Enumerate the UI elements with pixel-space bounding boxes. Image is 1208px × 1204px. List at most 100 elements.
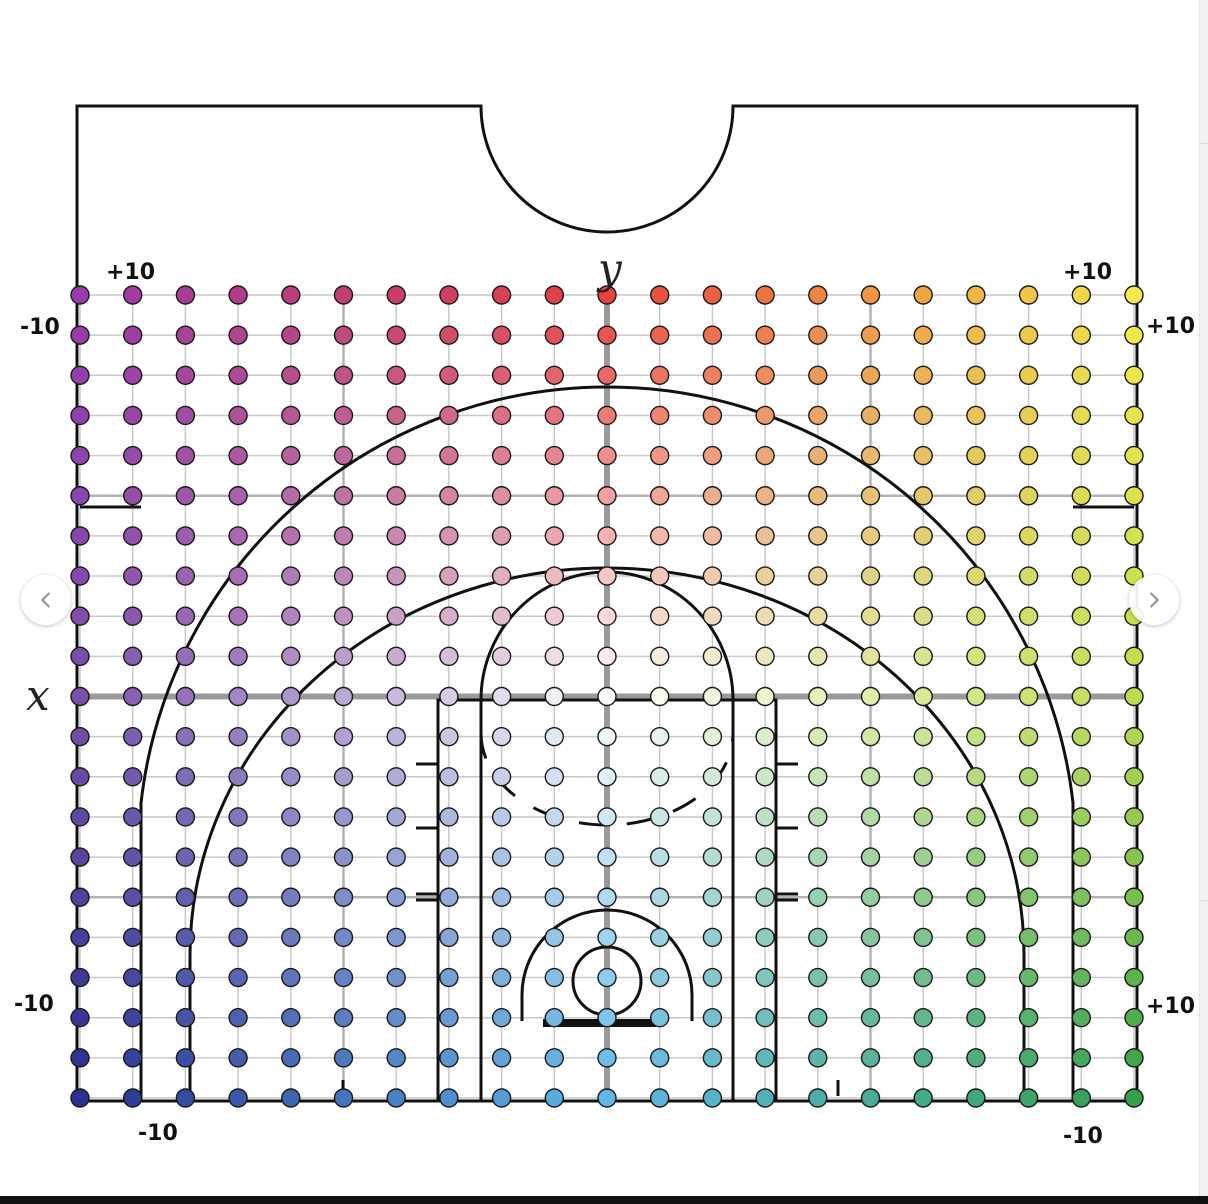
color-dot — [966, 1088, 986, 1108]
color-dot — [650, 566, 670, 586]
color-dot — [491, 767, 512, 787]
color-dot — [70, 967, 90, 988]
next-slide-button[interactable] — [1129, 575, 1179, 625]
color-dot — [386, 606, 406, 626]
color-dot — [1124, 365, 1144, 385]
color-dot — [702, 566, 723, 586]
color-dot — [702, 646, 723, 667]
color-dot — [808, 726, 828, 747]
color-dot — [966, 526, 986, 546]
label-bottom-left-inner: -10 — [138, 1121, 178, 1146]
color-dot — [386, 646, 406, 667]
color-dot — [228, 1008, 248, 1028]
color-dot — [70, 566, 90, 586]
color-dot — [70, 606, 90, 626]
color-dot — [702, 887, 723, 907]
color-dot — [175, 686, 196, 707]
color-dot — [755, 606, 775, 626]
color-dot — [439, 1008, 459, 1028]
color-dot — [491, 526, 512, 546]
color-dot — [70, 807, 90, 827]
axis-labels: y x +10 -10 +10 +10 -10 -10 +10 -10 — [14, 244, 1195, 1149]
color-dot — [702, 445, 723, 466]
color-dot — [439, 405, 459, 426]
color-dot — [122, 767, 143, 787]
color-dot — [913, 967, 933, 988]
color-dot — [597, 1008, 617, 1028]
color-dot — [597, 967, 617, 988]
color-dot — [439, 967, 459, 988]
label-bottom-right-outer: +10 — [1146, 994, 1195, 1019]
color-dot — [175, 726, 196, 747]
color-dot — [702, 1048, 723, 1068]
color-dot — [966, 486, 986, 506]
color-dot — [808, 967, 828, 988]
color-dot — [386, 526, 406, 546]
color-dot — [122, 927, 143, 948]
color-dot — [175, 887, 196, 907]
color-dot — [808, 847, 828, 867]
color-dot — [755, 526, 775, 546]
color-dot — [1124, 1008, 1144, 1028]
color-dot — [755, 967, 775, 988]
color-dot — [491, 486, 512, 506]
color-dot — [491, 646, 512, 667]
label-top-left-inner: +10 — [106, 260, 155, 285]
color-dot — [1071, 325, 1092, 345]
color-dot — [913, 767, 933, 787]
color-dot — [702, 325, 723, 345]
color-dot — [808, 405, 828, 426]
color-dot — [808, 486, 828, 506]
color-dot — [860, 1008, 881, 1028]
color-dot — [175, 486, 196, 506]
color-dot — [808, 445, 828, 466]
color-dot — [228, 887, 248, 907]
color-dot — [913, 646, 933, 667]
color-dot — [122, 967, 143, 988]
color-dot — [491, 807, 512, 827]
color-dot — [175, 566, 196, 586]
color-dot — [1124, 847, 1144, 867]
color-dot — [439, 887, 459, 907]
color-dot — [597, 606, 617, 626]
label-top-right-outer: +10 — [1146, 314, 1195, 339]
color-dot — [650, 646, 670, 667]
color-dot — [755, 566, 775, 586]
color-dot — [702, 767, 723, 787]
color-dot — [1071, 767, 1092, 787]
color-dot — [913, 606, 933, 626]
color-dot — [544, 285, 564, 305]
color-dot — [860, 726, 881, 747]
color-dot — [122, 325, 143, 345]
previous-slide-button[interactable] — [21, 575, 71, 625]
color-dot — [70, 927, 90, 948]
color-dot — [228, 726, 248, 747]
color-dot — [702, 967, 723, 988]
color-dot — [860, 967, 881, 988]
color-dot — [386, 967, 406, 988]
color-dot — [544, 325, 564, 345]
color-dot — [597, 646, 617, 667]
color-dot — [808, 1088, 828, 1108]
color-dot — [966, 767, 986, 787]
color-dot — [175, 405, 196, 426]
color-dot — [281, 726, 301, 747]
color-dot — [333, 927, 354, 948]
color-dot — [755, 927, 775, 948]
color-dot — [1018, 486, 1039, 506]
color-dot — [702, 486, 723, 506]
color-dot — [913, 325, 933, 345]
color-dot — [650, 285, 670, 305]
court-boundary — [75, 104, 1139, 1103]
color-dot — [650, 1088, 670, 1108]
color-dot — [650, 365, 670, 385]
color-dot — [281, 325, 301, 345]
y-axis-name: y — [596, 244, 623, 293]
color-dot — [913, 285, 933, 305]
color-dot — [175, 646, 196, 667]
color-dot — [755, 486, 775, 506]
color-dot — [175, 767, 196, 787]
color-dot — [491, 847, 512, 867]
color-dot — [860, 445, 881, 466]
color-dot — [491, 405, 512, 426]
